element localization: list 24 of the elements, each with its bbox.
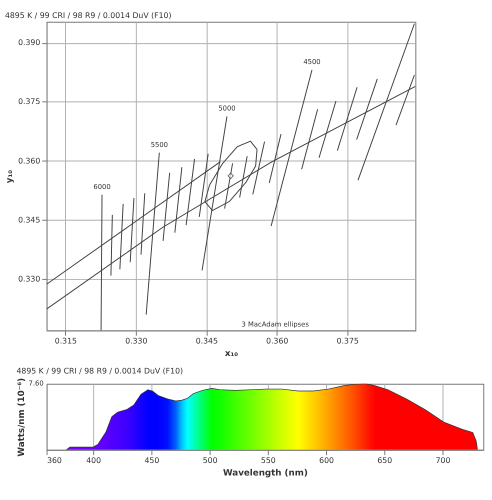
- x-tick-label: 0.330: [125, 336, 148, 346]
- x-tick-label: 550: [260, 456, 276, 465]
- x-tick-label: 0.375: [336, 336, 359, 346]
- x-tick-label: 360: [47, 456, 62, 465]
- y-tick-label: 0.345: [18, 215, 40, 224]
- chart-title: 4895 K / 99 CRI / 98 R9 / 0.0014 DuV (F10): [4, 10, 172, 20]
- y-tick-label: 0.360: [18, 156, 40, 166]
- y-axis-title: Watts/nm (10⁻⁶): [16, 378, 27, 457]
- x-tick-label: 0.345: [196, 336, 218, 346]
- x-tick-label: 400: [86, 456, 102, 465]
- y-tick-label: 0.390: [18, 38, 40, 48]
- y-axis-title: y₁₀: [5, 170, 16, 184]
- x-tick-label: 0.360: [266, 336, 288, 346]
- y-tick-label: 0.330: [18, 274, 40, 284]
- chart-title: 4895 K / 99 CRI / 98 R9 / 0.0014 DuV (F10): [16, 366, 184, 376]
- y-tick-label: 0.375: [18, 97, 40, 106]
- x-tick-label: 450: [144, 456, 160, 465]
- x-axis-title: Wavelength (nm): [223, 468, 308, 478]
- x-axis-title: x₁₀: [224, 349, 238, 360]
- x-tick-label: 650: [377, 456, 392, 465]
- x-tick-label: 0.315: [54, 336, 78, 346]
- x-tick-label: 600: [319, 456, 334, 465]
- x-tick-label: 500: [202, 456, 218, 465]
- x-tick-label: 700: [436, 456, 450, 465]
